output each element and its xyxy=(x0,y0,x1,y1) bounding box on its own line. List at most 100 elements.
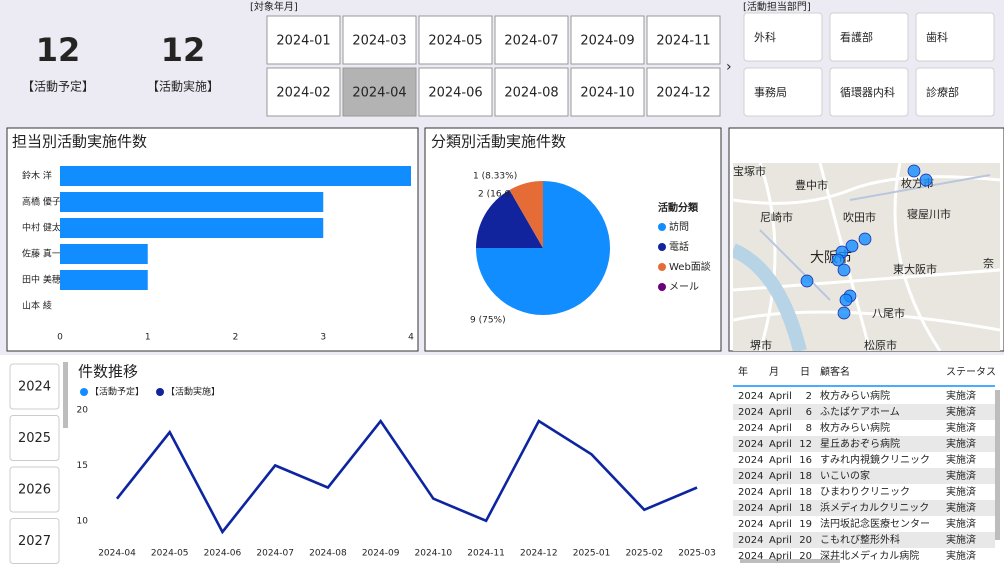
month-button[interactable] xyxy=(494,67,569,117)
dept-button-label[interactable]: 歯科 xyxy=(926,30,948,44)
year-button-label[interactable]: 2026 xyxy=(18,483,51,498)
month-button-label[interactable]: 2024-01 xyxy=(276,34,330,49)
legend-title: 活動分類 xyxy=(658,201,699,214)
year-button[interactable] xyxy=(9,466,60,513)
month-button-label[interactable]: 2024-10 xyxy=(580,86,634,101)
dept-button[interactable] xyxy=(743,67,823,117)
x-tick-label: 2024-12 xyxy=(520,549,558,559)
month-button[interactable] xyxy=(266,67,341,117)
table-header: 月 xyxy=(769,366,779,378)
month-button-label[interactable]: 2024-06 xyxy=(428,86,482,101)
table-cell: April xyxy=(769,503,792,514)
map-point xyxy=(845,239,859,253)
dept-button-label[interactable]: 事務局 xyxy=(754,85,787,99)
table-header: 年 xyxy=(738,365,748,378)
month-button-label[interactable]: 2024-08 xyxy=(504,86,558,101)
table-cell: 2024 xyxy=(738,487,763,498)
dept-button[interactable] xyxy=(829,67,909,117)
x-tick-label: 2024-09 xyxy=(362,549,400,559)
table-cell: April xyxy=(769,551,792,562)
pie-slice xyxy=(476,189,543,248)
chart-title: 担当別活動実施件数 xyxy=(12,133,147,151)
map-point xyxy=(800,274,814,288)
y-tick-label: 山本 綾 xyxy=(22,300,52,312)
dept-button-label[interactable]: 循環器内科 xyxy=(840,85,895,99)
month-button-label[interactable]: 2024-03 xyxy=(352,34,406,49)
scrollbar xyxy=(63,362,68,428)
month-button-label[interactable]: 2024-07 xyxy=(504,34,558,49)
data-label: 2 (16.67%) xyxy=(478,190,528,200)
bar xyxy=(60,166,411,186)
year-button[interactable] xyxy=(9,363,60,410)
month-button-label[interactable]: 2024-02 xyxy=(276,86,330,101)
scrollbar xyxy=(740,559,840,563)
x-tick-label: 1 xyxy=(145,333,151,343)
month-button-label[interactable]: 2024-04 xyxy=(352,86,406,101)
dept-button[interactable] xyxy=(743,12,823,62)
dept-button[interactable] xyxy=(915,12,995,62)
table-cell: 実施済 xyxy=(946,453,976,466)
month-button-label[interactable]: 2024-11 xyxy=(656,34,710,49)
dept-button-label[interactable]: 看護部 xyxy=(840,30,873,44)
table-cell: 2024 xyxy=(738,407,763,418)
y-tick-label: 20 xyxy=(77,406,89,416)
y-tick-label: 中村 健太 xyxy=(22,222,61,234)
table-cell: こもれび整形外科 xyxy=(820,533,900,546)
kpi-value: 12 xyxy=(36,31,81,69)
y-tick-label: 15 xyxy=(77,461,88,471)
table-cell: 18 xyxy=(799,471,812,482)
kpi-label: 【活動実施】 xyxy=(147,79,219,94)
table-cell: 19 xyxy=(799,519,812,530)
table-header: ステータス xyxy=(946,366,996,378)
year-button-label[interactable]: 2027 xyxy=(18,534,51,549)
table-cell: 2024 xyxy=(738,455,763,466)
year-button[interactable] xyxy=(9,415,60,461)
table-cell: 18 xyxy=(799,487,812,498)
month-button-label[interactable]: 2024-12 xyxy=(656,86,710,101)
table-cell: 20 xyxy=(799,551,812,562)
filter-title: [対象年月] xyxy=(250,0,298,13)
table-cell: 16 xyxy=(799,455,812,466)
table-cell: 2024 xyxy=(738,439,763,450)
dept-button[interactable] xyxy=(829,12,909,62)
table-cell: 2024 xyxy=(738,535,763,546)
kpi-value: 12 xyxy=(161,31,206,69)
year-button-label[interactable]: 2025 xyxy=(18,431,51,446)
y-tick-label: 佐藤 真一 xyxy=(22,248,61,260)
month-button[interactable] xyxy=(494,15,569,65)
table-cell: 実施済 xyxy=(946,517,976,530)
dept-button-label[interactable]: 診療部 xyxy=(926,85,959,99)
table-cell: 20 xyxy=(799,535,812,546)
month-button[interactable] xyxy=(646,67,721,117)
x-tick-label: 2024-05 xyxy=(151,549,189,559)
chevron[interactable]: › xyxy=(726,59,732,75)
table-cell: 2 xyxy=(806,391,812,402)
bar xyxy=(60,192,324,212)
table-cell: 実施済 xyxy=(946,469,976,482)
month-button[interactable] xyxy=(418,15,493,65)
dept-button-label[interactable]: 外科 xyxy=(754,30,776,44)
dept-button[interactable] xyxy=(915,67,995,117)
map-point xyxy=(919,173,933,187)
month-button[interactable] xyxy=(266,15,341,65)
table-cell: ふたばケアホーム xyxy=(820,406,900,418)
month-button[interactable] xyxy=(418,67,493,117)
month-button[interactable] xyxy=(570,67,645,117)
table-cell: 12 xyxy=(799,439,812,450)
y-tick-label: 10 xyxy=(77,516,89,526)
month-button[interactable] xyxy=(646,15,721,65)
month-button[interactable] xyxy=(342,67,417,117)
month-button[interactable] xyxy=(342,15,417,65)
map-label: 寝屋川市 xyxy=(907,207,951,221)
month-button-label[interactable]: 2024-05 xyxy=(428,34,482,49)
table-cell: 8 xyxy=(806,423,812,434)
month-button-label[interactable]: 2024-09 xyxy=(580,34,634,49)
table-cell: 深井北メディカル病院 xyxy=(820,549,919,562)
year-button-label[interactable]: 2024 xyxy=(18,380,51,395)
table-cell: 実施済 xyxy=(946,533,976,546)
table-cell: April xyxy=(769,439,792,450)
table-cell: April xyxy=(769,487,792,498)
legend-label: 電話 xyxy=(669,240,689,253)
month-button[interactable] xyxy=(570,15,645,65)
table-cell: 2024 xyxy=(738,391,763,402)
